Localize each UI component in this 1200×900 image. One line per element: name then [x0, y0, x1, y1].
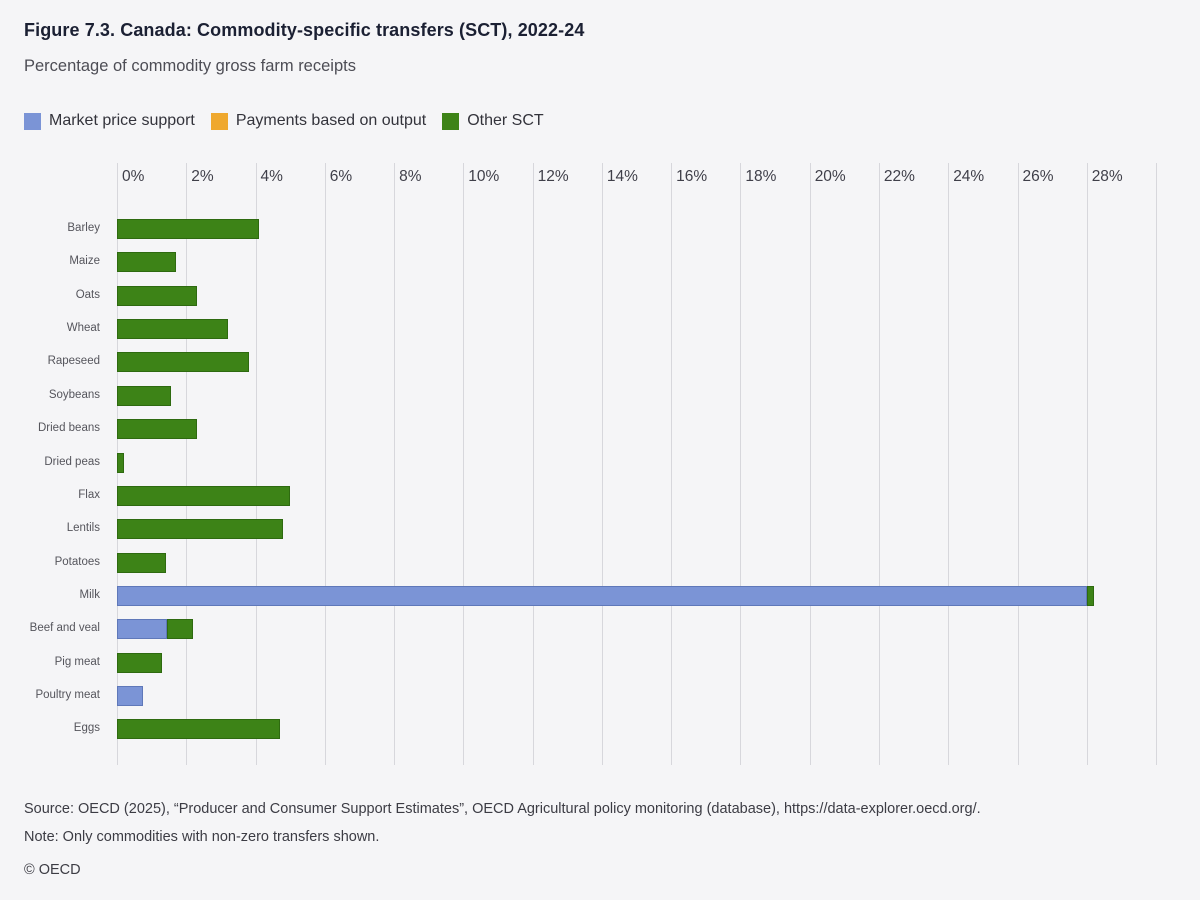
x-tick-label: 26%	[1022, 168, 1054, 185]
category-label: Barley	[67, 222, 100, 234]
page-subtitle: Percentage of commodity gross farm recei…	[24, 57, 356, 75]
legend-swatch-other-sct-icon	[442, 112, 460, 130]
bar-segment-other-sct	[117, 319, 228, 340]
bar-segment-other-sct	[117, 719, 280, 740]
gridline	[671, 163, 673, 765]
bar-segment-other-sct	[117, 285, 197, 306]
bar-segment-other-sct	[117, 452, 124, 473]
gridline	[394, 163, 396, 765]
category-label: Dried peas	[44, 455, 100, 468]
x-tick-label: 4%	[260, 168, 283, 185]
bar-segment-market-price-support	[117, 619, 168, 640]
x-tick-label: 10%	[468, 168, 500, 185]
legend-item-other-sct: Other SCT	[442, 112, 544, 130]
copyright-text: © OECD	[24, 862, 81, 878]
category-label: Maize	[69, 255, 100, 268]
category-label: Beef and veal	[29, 622, 100, 635]
bar-segment-other-sct	[117, 252, 176, 273]
category-label: Soybeans	[48, 388, 100, 401]
gridline	[186, 163, 188, 765]
category-label: Milk	[79, 588, 100, 601]
legend-swatch-payments-based-on-output-icon	[210, 112, 228, 130]
bar-segment-other-sct	[117, 552, 166, 573]
gridline	[532, 163, 534, 765]
legend-label: Other SCT	[467, 112, 544, 129]
category-label: Wheat	[66, 322, 100, 335]
category-label: Oats	[75, 288, 100, 301]
category-label: Lentils	[66, 522, 100, 535]
legend-label: Market price support	[49, 112, 195, 129]
x-tick-label: 6%	[329, 168, 353, 185]
gridline	[878, 163, 880, 765]
category-label: Potatoes	[54, 555, 100, 568]
x-tick-label: 24%	[953, 168, 985, 185]
bar-segment-other-sct	[117, 652, 162, 673]
bar-segment-other-sct	[117, 385, 171, 406]
gridline	[740, 163, 742, 765]
bar-segment-other-sct	[117, 485, 291, 506]
x-tick-label: 20%	[814, 168, 846, 185]
x-tick-label: 8%	[399, 168, 422, 185]
bar-segment-other-sct	[117, 519, 284, 540]
source-text: Source: OECD (2025), “Producer and Consu…	[24, 801, 981, 817]
category-label: Eggs	[73, 722, 100, 735]
chart-legend: Market price support Payments based on o…	[24, 112, 544, 130]
bar-segment-other-sct	[167, 619, 194, 640]
gridline	[948, 163, 950, 765]
page-title: Figure 7.3. Canada: Commodity-specific t…	[24, 20, 585, 40]
gridline	[255, 163, 257, 765]
bar-segment-other-sct	[117, 419, 197, 440]
category-label: Dried beans	[37, 422, 100, 435]
legend-swatch-market-price-support-icon	[24, 112, 41, 130]
gridline	[1017, 163, 1019, 765]
x-tick-label: 22%	[883, 168, 915, 185]
legend-item-market-price-support: Market price support	[24, 112, 195, 130]
bar-segment-other-sct	[1086, 585, 1094, 606]
bar-segment-market-price-support	[117, 585, 1087, 606]
category-label: Pig meat	[54, 655, 100, 668]
bar-segment-other-sct	[117, 352, 249, 373]
x-tick-label: 28%	[1091, 168, 1123, 185]
gridline	[324, 163, 326, 765]
x-tick-label: 0%	[122, 168, 145, 185]
gridline	[1086, 163, 1088, 765]
x-tick-label: 12%	[537, 168, 569, 185]
category-label: Flax	[78, 488, 100, 501]
bar-segment-other-sct	[117, 219, 259, 239]
gridline	[809, 163, 811, 765]
category-label: Poultry meat	[35, 688, 100, 701]
legend-item-payments-based-on-output: Payments based on output	[210, 112, 427, 130]
bar-segment-market-price-support	[117, 685, 143, 706]
x-tick-label: 16%	[676, 168, 708, 185]
category-label: Rapeseed	[47, 355, 100, 368]
x-tick-label: 2%	[191, 168, 214, 185]
note-text: Note: Only commodities with non-zero tra…	[24, 829, 380, 845]
x-tick-label: 14%	[606, 168, 638, 185]
bar-chart-plot-area: 0% 2% 4% 6% 8% 10% 12% 14% 16% 18% 20% 22% 24% 26% 28%…	[0, 163, 1200, 765]
legend-label: Payments based on output	[235, 112, 427, 129]
gridline	[463, 163, 465, 765]
x-tick-label: 18%	[745, 168, 777, 185]
gridline	[1156, 163, 1157, 765]
gridline	[601, 163, 603, 765]
